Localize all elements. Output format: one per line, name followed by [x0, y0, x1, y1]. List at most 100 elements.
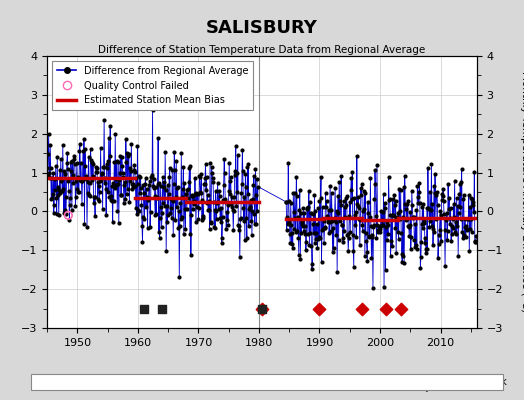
Point — [210, 199, 218, 205]
Point — [78, 201, 86, 207]
Point — [43, 164, 51, 171]
Point — [139, 214, 147, 221]
Point — [387, 212, 396, 218]
Point — [119, 200, 128, 206]
Point — [154, 135, 162, 142]
Point — [291, 190, 299, 197]
Point — [385, 196, 394, 202]
Point — [78, 178, 86, 184]
Point — [60, 210, 68, 216]
Point — [389, 212, 397, 218]
Point — [45, 131, 53, 137]
Point — [85, 192, 93, 198]
Point — [461, 224, 469, 231]
Point — [151, 212, 159, 218]
Point — [62, 211, 70, 218]
Point — [74, 173, 82, 180]
Point — [335, 179, 343, 186]
Point — [177, 216, 185, 222]
Point — [339, 239, 347, 246]
Point — [410, 214, 418, 220]
Point — [361, 253, 369, 259]
Point — [138, 239, 147, 245]
Point — [120, 182, 128, 188]
Point — [124, 152, 133, 159]
Point — [381, 200, 389, 207]
Point — [125, 198, 134, 205]
Point — [348, 169, 356, 176]
Point — [231, 172, 239, 178]
Point — [420, 218, 429, 224]
Point — [450, 214, 458, 220]
Point — [407, 234, 416, 240]
Point — [210, 224, 219, 230]
Point — [347, 174, 355, 181]
Point — [142, 204, 150, 210]
Point — [192, 219, 200, 226]
Point — [334, 193, 342, 199]
Point — [422, 246, 431, 252]
Point — [187, 212, 195, 218]
Point — [321, 224, 329, 231]
Point — [368, 234, 377, 241]
Point — [110, 159, 118, 166]
Point — [58, 188, 67, 194]
Point — [102, 186, 110, 192]
Point — [214, 206, 223, 212]
Legend: Difference from Regional Average, Quality Control Failed, Estimated Station Mean: Difference from Regional Average, Qualit… — [52, 61, 254, 110]
Point — [215, 188, 223, 194]
Point — [364, 199, 372, 206]
Point — [364, 209, 373, 216]
Point — [235, 223, 244, 229]
Point — [385, 174, 393, 180]
Point — [149, 176, 158, 182]
Point — [380, 205, 389, 212]
Point — [447, 238, 455, 244]
Point — [58, 176, 66, 182]
Point — [198, 171, 206, 178]
Point — [141, 175, 150, 181]
Point — [347, 196, 356, 203]
Point — [215, 193, 224, 200]
Point — [219, 197, 227, 204]
Point — [223, 216, 232, 223]
Point — [322, 198, 331, 204]
Point — [318, 227, 326, 234]
Text: ▲: ▲ — [152, 376, 162, 388]
Point — [180, 231, 188, 238]
Point — [93, 195, 102, 202]
Point — [170, 149, 179, 156]
Point — [130, 167, 138, 173]
Point — [165, 174, 173, 180]
Point — [48, 175, 56, 182]
Point — [97, 170, 106, 176]
Point — [51, 187, 59, 193]
Text: Station Move: Station Move — [58, 377, 122, 387]
Point — [75, 148, 84, 154]
Point — [459, 196, 467, 202]
Point — [130, 162, 139, 168]
Point — [230, 208, 238, 214]
Point — [172, 158, 180, 164]
Point — [305, 198, 314, 205]
Point — [290, 226, 299, 233]
Point — [406, 209, 414, 215]
Point — [53, 154, 61, 160]
Point — [179, 186, 187, 192]
Point — [417, 239, 425, 245]
Point — [176, 200, 184, 206]
Point — [366, 175, 375, 182]
Point — [112, 176, 121, 183]
Point — [157, 183, 165, 190]
Point — [408, 188, 416, 194]
Point — [305, 188, 313, 195]
Point — [106, 196, 115, 203]
Point — [333, 210, 342, 216]
Point — [152, 211, 160, 218]
Point — [296, 256, 304, 262]
Point — [363, 248, 371, 255]
Point — [394, 210, 402, 216]
Point — [111, 130, 119, 137]
Point — [390, 192, 398, 198]
Point — [212, 216, 221, 222]
